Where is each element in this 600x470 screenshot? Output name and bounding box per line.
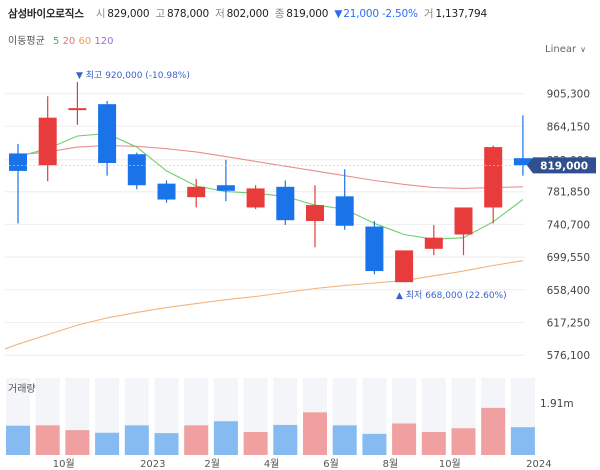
moving-average-title: 이동평균 [8,36,45,47]
x-tick-label: 10월 [53,458,75,470]
open-label: 시 [95,8,106,20]
high-value: 878,000 [166,8,209,20]
low-marker: ▲ 최저 668,000 (22.60%) [396,290,507,301]
candle-body [246,188,265,208]
candle-body [454,207,473,235]
ma-120-label[interactable]: 120 [94,36,114,47]
y-tick-label: 699,550 [547,252,590,264]
change-down-icon: ▼ [334,8,343,20]
candle-body [335,196,354,226]
scale-selector[interactable]: Linear ∨ [545,44,586,55]
current-price-label: 819,000 [540,160,588,172]
open-value: 829,000 [107,8,150,20]
change-percent: -2.50% [381,8,418,20]
ma5-line [17,133,524,240]
candle-body [216,185,235,191]
volume-bar [303,412,327,455]
volume-bar [124,425,149,455]
high-marker: ▼ 최고 920,000 (-10.98%) [76,70,190,81]
candle-body [187,186,206,198]
volume-bar [332,425,357,455]
low-value: 802,000 [226,8,269,20]
candle-body [157,183,176,200]
candle-body [276,186,295,221]
volume-panel-label: 거래량 [8,383,36,395]
volume-bar [184,425,209,455]
volume-bar [451,428,476,455]
ma60-line [17,260,523,345]
x-tick-label: 8월 [383,458,399,470]
volume-bar [421,432,446,455]
current-price-tag [527,157,596,174]
volume-label: 거 [423,8,434,20]
close-value: 819,000 [286,8,329,20]
candle-body [513,158,532,166]
candle-body [98,104,117,163]
volume-bar [35,425,60,455]
volume-bar [392,423,417,455]
candle-body [68,108,87,111]
volume-bar [154,433,179,455]
high-label: 고 [155,8,165,20]
volume-bar [510,427,535,455]
volume-value: 1,137,794 [435,8,488,20]
y-tick-label: 905,300 [547,89,590,101]
volume-bar [362,433,387,455]
y-tick-label: 617,250 [547,318,590,330]
chevron-down-icon[interactable]: ∨ [580,45,586,54]
candle-body [365,226,384,272]
candle-body [306,205,324,221]
candle-body [484,147,503,208]
candle-body [127,154,146,186]
x-tick-label: 10월 [439,458,461,470]
moving-average-legend[interactable]: 이동평균 5 20 60 120 [8,32,114,47]
ma-20-label[interactable]: 20 [62,36,76,47]
ma-5-label[interactable]: 5 [53,36,60,47]
x-tick-label: 2023 [140,459,165,470]
y-tick-label: 576,100 [547,350,590,362]
y-tick-label: 781,850 [547,187,590,199]
low-label: 저 [215,8,225,20]
volume-bar [95,432,120,455]
volume-axis-tick: 1.91m [540,398,574,410]
y-tick-label: 740,700 [547,219,590,231]
volume-bar [273,424,298,455]
x-tick-label: 2월 [204,458,220,470]
candle-body [395,250,414,283]
candle-body [9,153,27,171]
x-tick-label: 4월 [264,458,280,470]
volume-bar [481,407,506,455]
candle-body [38,117,57,166]
candle-body [424,237,443,249]
volume-bar [65,430,90,455]
volume-bar [243,432,268,455]
volume-bar [213,421,238,455]
change-value: 21,000 [343,8,379,20]
quote-header: 삼성바이오로직스 시 829,000 고 878,000 저 802,000 종 819… [8,6,487,21]
y-tick-label: 864,150 [547,121,590,133]
close-label: 종 [274,8,285,20]
y-tick-label: 658,400 [547,285,590,297]
x-tick-label: 6월 [323,458,339,470]
volume-bar [6,425,30,455]
ma60-line-extension [4,343,19,350]
scale-selector-label[interactable]: Linear [545,44,577,55]
ma-60-label[interactable]: 60 [78,36,92,47]
stock-name: 삼성바이오로직스 [8,8,84,20]
x-tick-label: 2024 [526,459,551,470]
ma20-line [17,144,523,189]
